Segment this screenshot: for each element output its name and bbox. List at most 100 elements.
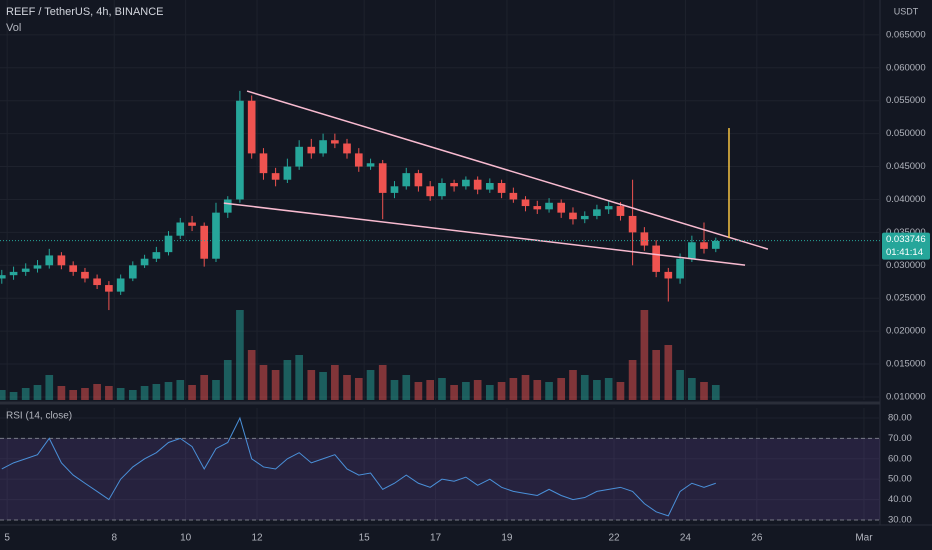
candle-body (247, 100, 256, 154)
volume-bar (45, 375, 54, 400)
candle-body (164, 235, 173, 253)
candle-body (676, 258, 684, 279)
rsi-tick-label: 50.00 (888, 474, 912, 485)
candle-body (366, 163, 375, 167)
last-price-box (882, 232, 930, 260)
candle-body (81, 271, 89, 279)
rsi-tick-label: 60.00 (888, 453, 912, 464)
candle-body (283, 166, 292, 180)
volume-bar (473, 380, 482, 400)
volume-bar (128, 390, 137, 400)
volume-bar (640, 310, 649, 400)
candle-body (545, 202, 553, 210)
candle-body (557, 202, 566, 213)
candle-body (57, 255, 66, 266)
volume-bar (152, 384, 161, 400)
trend-line (246, 90, 769, 250)
price-pane (0, 90, 880, 311)
volume-bar (664, 345, 673, 400)
candle-body (140, 258, 149, 266)
volume-bar (331, 365, 339, 400)
volume-bar (402, 375, 411, 400)
candle-body (473, 179, 482, 190)
candle-body (188, 222, 196, 226)
volume-bar (307, 370, 316, 400)
candle-body (93, 278, 101, 286)
candle-body (0, 275, 6, 279)
x-tick-label: Mar (855, 533, 873, 544)
candle-body (450, 183, 458, 187)
x-tick-label: 19 (501, 533, 513, 544)
y-tick-label: 0.050000 (886, 128, 926, 139)
volume-bar (462, 382, 470, 400)
candle-body (176, 222, 185, 236)
candle-body (116, 278, 125, 292)
volume-bar (93, 384, 101, 400)
candle-body (9, 271, 18, 276)
candle-body (688, 242, 696, 259)
volume-bar (580, 375, 589, 400)
candle-body (295, 146, 303, 167)
volume-label: Vol (6, 22, 21, 34)
volume-bar (343, 375, 351, 400)
y-tick-label: 0.055000 (886, 95, 926, 106)
y-tick-label: 0.030000 (886, 260, 926, 271)
candle-body (628, 215, 637, 233)
volume-bar (283, 360, 292, 400)
volume-bar (247, 350, 256, 400)
volume-bar (545, 382, 553, 400)
candle-body (533, 206, 542, 210)
volume-pane (0, 310, 720, 400)
candle-body (485, 183, 494, 190)
x-tick-label: 15 (359, 533, 371, 544)
volume-bar (652, 350, 660, 400)
candle-body (33, 265, 42, 269)
volume-bar (176, 380, 185, 400)
candle-body (21, 268, 30, 272)
volume-bar (628, 360, 637, 400)
y-tick-label: 0.015000 (886, 359, 926, 370)
volume-bar (259, 365, 268, 400)
rsi-tick-label: 70.00 (888, 433, 912, 444)
y-tick-label: 0.060000 (886, 62, 926, 73)
x-tick-label: 10 (180, 533, 192, 544)
volume-bar (200, 375, 209, 400)
x-tick-label: 12 (251, 533, 263, 544)
volume-bar (212, 380, 220, 400)
candle-body (200, 225, 209, 259)
rsi-line (1, 416, 716, 517)
candle-body (711, 240, 720, 249)
candle-body (438, 183, 446, 197)
candle-body (700, 242, 708, 249)
volume-bar (105, 386, 113, 400)
x-tick-label: 24 (680, 533, 692, 544)
candle-body (271, 173, 280, 180)
rsi-label: RSI (14, close) (6, 411, 72, 422)
volume-bar (497, 382, 506, 400)
candle-body (462, 179, 470, 187)
chart-title: REEF / TetherUS, 4h, BINANCE (6, 6, 164, 18)
volume-bar (164, 382, 173, 400)
last-price-label: 0.033746 (886, 234, 926, 245)
y-tick-label: 0.025000 (886, 293, 926, 304)
candle-body (664, 271, 673, 279)
countdown-label: 01:41:14 (886, 247, 923, 258)
candle-body (414, 173, 423, 187)
candle-body (259, 153, 268, 174)
volume-bar (426, 380, 435, 400)
volume-bar (533, 380, 542, 400)
volume-bar (271, 370, 280, 400)
x-tick-label: 5 (4, 533, 10, 544)
y-tick-label: 0.045000 (886, 161, 926, 172)
currency-label: USDT (894, 6, 919, 16)
volume-bar (116, 388, 125, 400)
volume-bar (485, 385, 494, 400)
candle-body (521, 199, 530, 207)
candle-body (343, 143, 351, 154)
candle-body (128, 265, 137, 279)
volume-bar (366, 370, 375, 400)
x-tick-label: 22 (608, 533, 620, 544)
y-tick-label: 0.020000 (886, 326, 926, 337)
volume-bar (438, 378, 446, 400)
